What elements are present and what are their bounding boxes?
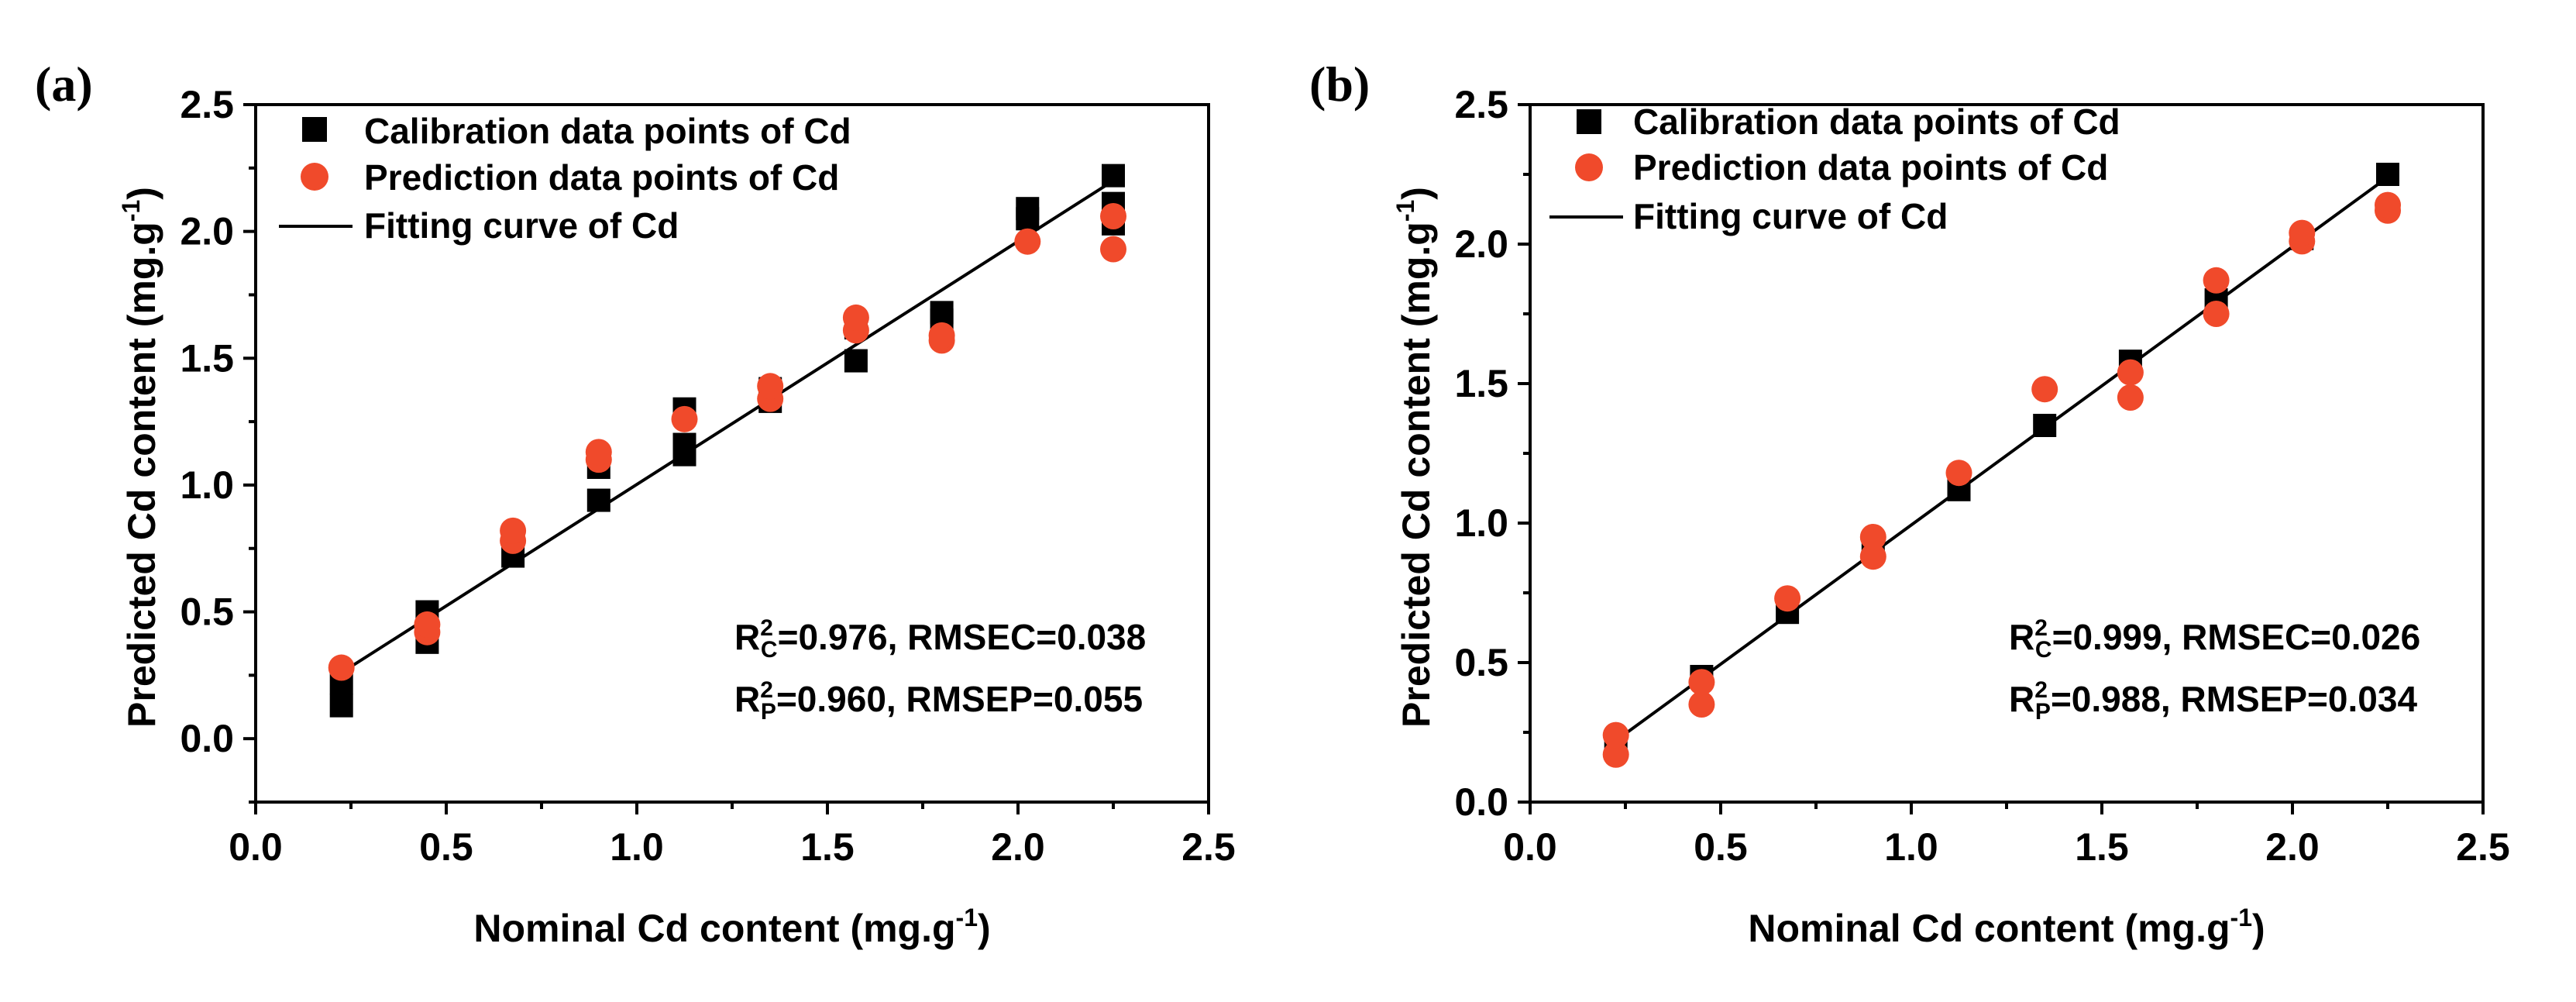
y-tick-label: 2.0 [1454,222,1508,266]
legend-prediction-marker [1575,153,1603,181]
legend-calibration-marker [1577,109,1601,134]
prediction-point [1688,691,1715,718]
panel-a-ticks: 0.0 0.5 1.0 1.5 2.0 2.5 0.0 0.5 1.0 1.5 2.0 2.5 [180,83,1235,869]
y-tick-label: 2.5 [180,83,234,126]
calibration-point [329,694,353,718]
y-tick-label: 0.0 [180,717,234,760]
legend-prediction-label: Prediction data points of Cd [364,157,839,198]
x-tick-label: 2.0 [991,825,1045,869]
x-tick-label: 0.0 [229,825,283,869]
calibration-point [2376,163,2399,186]
prediction-point [1014,228,1041,255]
panel-a-y-axis-title: Predicted Cd content (mg.g-1) [117,187,163,728]
calibration-point [1016,197,1040,221]
prediction-point [1859,524,1886,550]
prediction-point [671,405,698,432]
y-tick-label: 2.0 [180,210,234,253]
y-tick-label: 1.0 [180,463,234,507]
panel-b-y-axis-title: Predicted Cd content (mg.g-1) [1391,187,1438,728]
prediction-point [328,654,355,681]
y-tick-label: 2.5 [1454,83,1508,126]
prediction-point [500,517,527,544]
stat-calibration: R2 C=0.976, RMSEC=0.038 [734,615,1146,663]
legend-prediction-label: Prediction data points of Cd [1633,147,2108,188]
panel-a: (a) 0.0 0.5 1.0 1.5 2.0 2.5 0.0 0.5 1.0 1.5 2.0 2.5… [35,57,1236,950]
calibration-point [2033,414,2057,437]
prediction-point [1602,741,1629,768]
panel-a-marks [328,164,1126,718]
fitting-curve [1615,175,2389,742]
panel-b-label: (b) [1309,57,1370,112]
y-tick-label: 0.0 [1454,780,1508,824]
panel-a-legend: Calibration data points of Cd Prediction… [279,111,851,246]
prediction-point [2289,219,2316,246]
y-tick-label: 1.5 [1454,362,1508,405]
prediction-point [928,322,955,349]
prediction-point [2031,376,2058,403]
y-tick-label: 1.5 [180,336,234,380]
panel-b-ticks: 0.0 0.5 1.0 1.5 2.0 2.5 0.0 0.5 1.0 1.5 2.0 2.5 [1454,83,2509,869]
stat-calibration: R2 C=0.999, RMSEC=0.026 [2009,615,2420,663]
x-tick-label: 0.0 [1503,825,1557,869]
prediction-point [2117,359,2144,386]
y-tick-label: 1.0 [1454,501,1508,545]
prediction-point [842,304,869,331]
prediction-point [757,373,784,400]
x-tick-label: 1.5 [800,825,855,869]
x-tick-label: 2.0 [2265,825,2320,869]
panel-b-x-axis-title: Nominal Cd content (mg.g-1) [1748,904,2265,950]
stat-prediction: R2 P=0.988, RMSEP=0.034 [2009,677,2417,725]
legend-calibration-marker [302,117,327,142]
fitting-curve [340,179,1115,674]
y-tick-label: 0.5 [1454,641,1508,684]
prediction-point [1774,585,1801,612]
prediction-point [414,611,441,638]
calibration-point [1102,164,1125,188]
prediction-point [1100,236,1126,263]
legend-prediction-marker [301,163,328,191]
prediction-point [2117,384,2144,411]
legend-fit-label: Fitting curve of Cd [1633,196,1948,236]
x-tick-label: 1.5 [2075,825,2129,869]
legend-fit-label: Fitting curve of Cd [364,205,679,246]
calibration-point [930,301,954,325]
panel-a-x-axis-title: Nominal Cd content (mg.g-1) [473,904,990,950]
panel-b: (b) 0.0 0.5 1.0 1.5 2.0 2.5 0.0 0.5 1.0 1.5 2.0 2.5… [1309,57,2510,950]
panel-b-marks [1602,163,2401,768]
x-tick-label: 0.5 [1694,825,1748,869]
x-tick-label: 1.0 [1884,825,1938,869]
panel-b-legend: Calibration data points of Cd Prediction… [1549,102,2120,236]
stat-prediction: R2 P=0.960, RMSEP=0.055 [734,677,1143,725]
prediction-point [1859,543,1886,570]
prediction-point [1100,203,1126,229]
x-tick-label: 2.5 [1181,825,1236,869]
prediction-point [2375,191,2401,219]
x-tick-label: 0.5 [419,825,473,869]
y-tick-label: 0.5 [180,591,234,634]
prediction-point [1688,669,1715,696]
prediction-point [1945,460,1972,487]
calibration-point [586,488,610,512]
x-tick-label: 1.0 [610,825,664,869]
prediction-point [1602,721,1629,749]
prediction-point [2203,267,2230,294]
calibration-point [844,349,868,373]
legend-calibration-label: Calibration data points of Cd [364,111,851,151]
prediction-point [585,439,612,466]
legend-calibration-label: Calibration data points of Cd [1633,102,2120,142]
prediction-point [2203,301,2230,327]
calibration-point [672,432,696,456]
x-tick-label: 2.5 [2456,825,2510,869]
panel-a-label: (a) [35,57,93,112]
